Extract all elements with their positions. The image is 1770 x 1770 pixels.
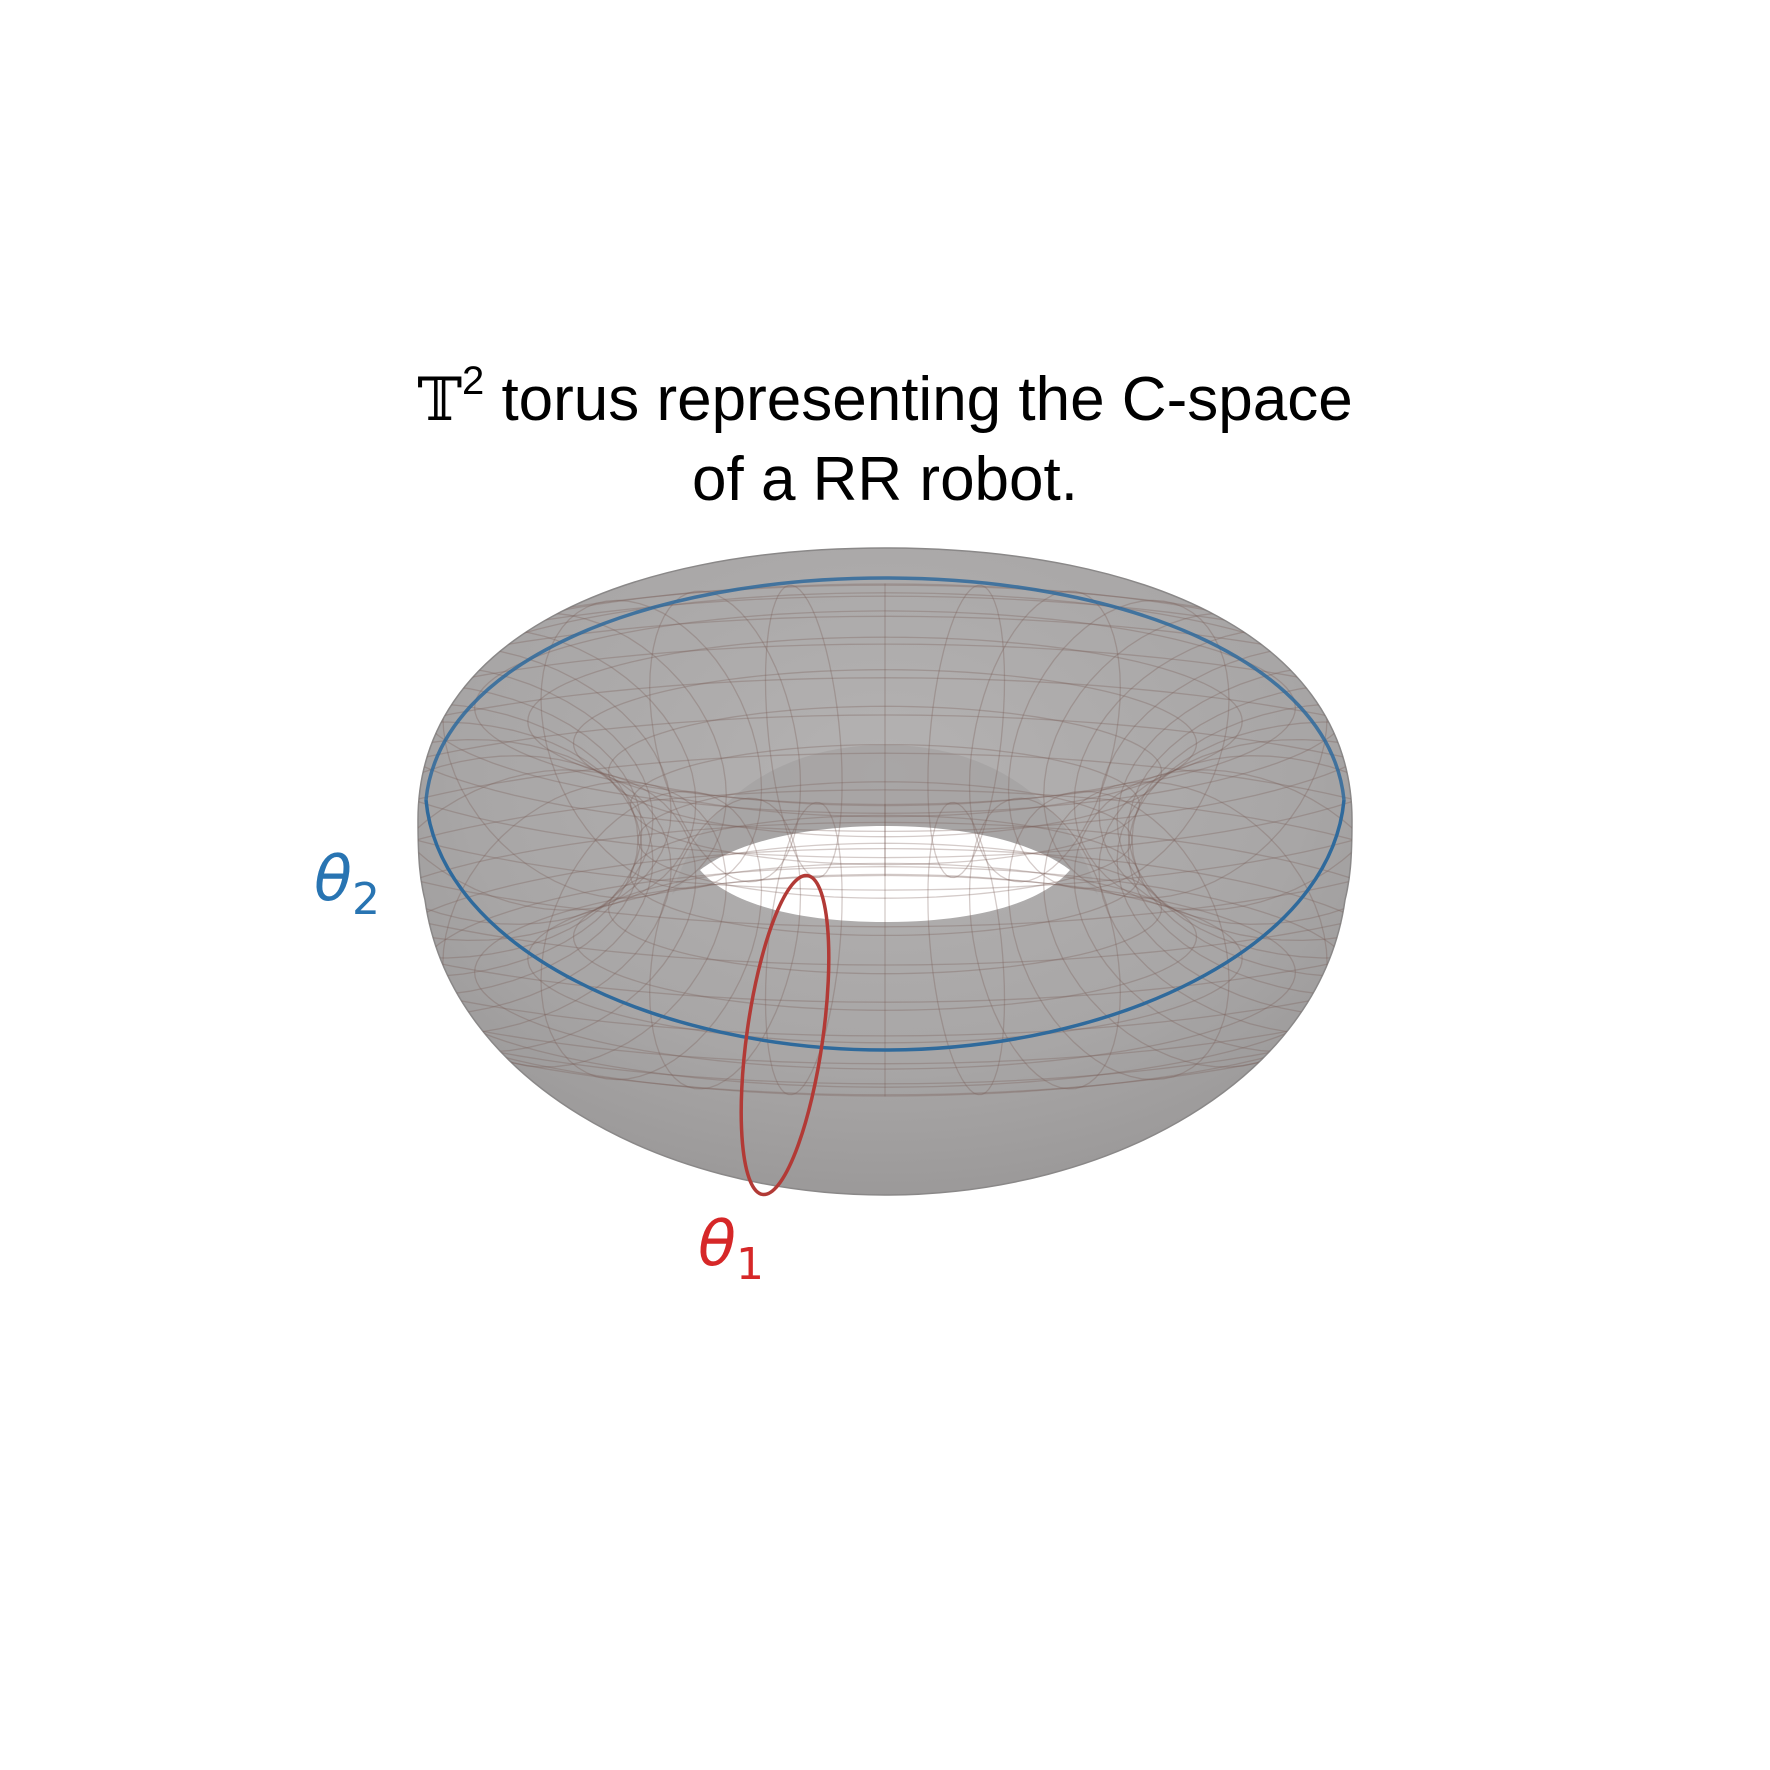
torus-parallel-line xyxy=(629,814,1141,937)
torus-parallel-line xyxy=(418,714,1352,1037)
torus-parallel-line xyxy=(527,636,1243,807)
torus-inner-surface xyxy=(672,745,1098,895)
torus-meridian-line xyxy=(1116,738,1352,1017)
torus-meridian-line xyxy=(927,584,1006,879)
torus-meridian-line xyxy=(927,801,1006,1096)
torus-meridian-line xyxy=(1098,755,1352,1036)
theta1-label: θ1 xyxy=(698,1207,764,1290)
torus-parallel-line xyxy=(418,615,1352,928)
torus-parallel-line xyxy=(572,669,1198,818)
torus-meridian-line xyxy=(540,790,763,1081)
torus-meridian-line xyxy=(418,702,639,978)
torus-parallel-line xyxy=(527,873,1243,1044)
torus-meridian-line xyxy=(540,599,763,890)
torus-parallel-line xyxy=(418,677,1352,1003)
theta1-curve xyxy=(739,873,831,1197)
torus-meridian-line xyxy=(418,683,643,959)
theta2-label: θ2 xyxy=(314,842,380,925)
torus-parallel-line xyxy=(473,610,1297,806)
torus-parallel-line xyxy=(607,842,1163,975)
torus-parallel-line xyxy=(637,781,1133,899)
torus-meridian-line xyxy=(1127,683,1352,959)
torus-meridian-line xyxy=(1131,702,1352,978)
torus-parallel-line xyxy=(418,752,1352,1065)
torus-meridian-line xyxy=(418,644,672,925)
torus-meridian-line xyxy=(442,781,727,1068)
torus-meridian-line xyxy=(1043,781,1328,1068)
torus-parallel-line xyxy=(418,643,1352,966)
torus-parallel-line xyxy=(418,583,1352,833)
torus-meridian-line xyxy=(418,738,654,1017)
torus-parallel-line xyxy=(572,862,1198,1011)
torus-meridian-line xyxy=(1007,599,1230,890)
torus-meridian-line xyxy=(649,797,802,1090)
torus-parallel-line xyxy=(418,866,1352,1088)
torus-hole xyxy=(700,826,1070,922)
torus-meridian-line xyxy=(649,590,802,883)
torus-meridian-line xyxy=(968,797,1121,1090)
torus-meridian-line xyxy=(1098,644,1352,925)
torus-meridian-line xyxy=(418,755,672,1036)
torus-parallel-line xyxy=(418,821,1352,1096)
title-line-1: 𝕋2 torus representing the C-space xyxy=(417,359,1352,435)
torus-parallel-line xyxy=(418,595,1352,891)
figure-title: 𝕋2 torus representing the C-space of a R… xyxy=(417,359,1352,514)
torus-meridian-line xyxy=(418,721,643,997)
torus-meridian-line xyxy=(418,663,654,942)
torus-surface xyxy=(417,547,1353,1196)
torus-meridian-line xyxy=(1116,663,1352,942)
torus-parallel-line xyxy=(473,874,1297,1070)
theta2-curve xyxy=(424,576,1346,801)
torus-meridian-line xyxy=(764,584,843,879)
torus-parallel-line xyxy=(418,789,1352,1085)
torus-parallel-line xyxy=(629,743,1141,866)
torus-parallel-line xyxy=(418,584,1352,859)
torus-meridian-line xyxy=(1127,721,1352,997)
torus-meridian-line xyxy=(764,801,843,1096)
title-line-2: of a RR robot. xyxy=(692,445,1078,514)
theta2-curve-front xyxy=(424,799,1346,1052)
torus-parallel-line xyxy=(607,705,1163,838)
torus-meridian-line xyxy=(968,590,1121,883)
torus-parallel-line xyxy=(418,847,1352,1097)
torus-meridian-line xyxy=(1007,790,1230,1081)
torus-grid-lines xyxy=(418,583,1352,1097)
